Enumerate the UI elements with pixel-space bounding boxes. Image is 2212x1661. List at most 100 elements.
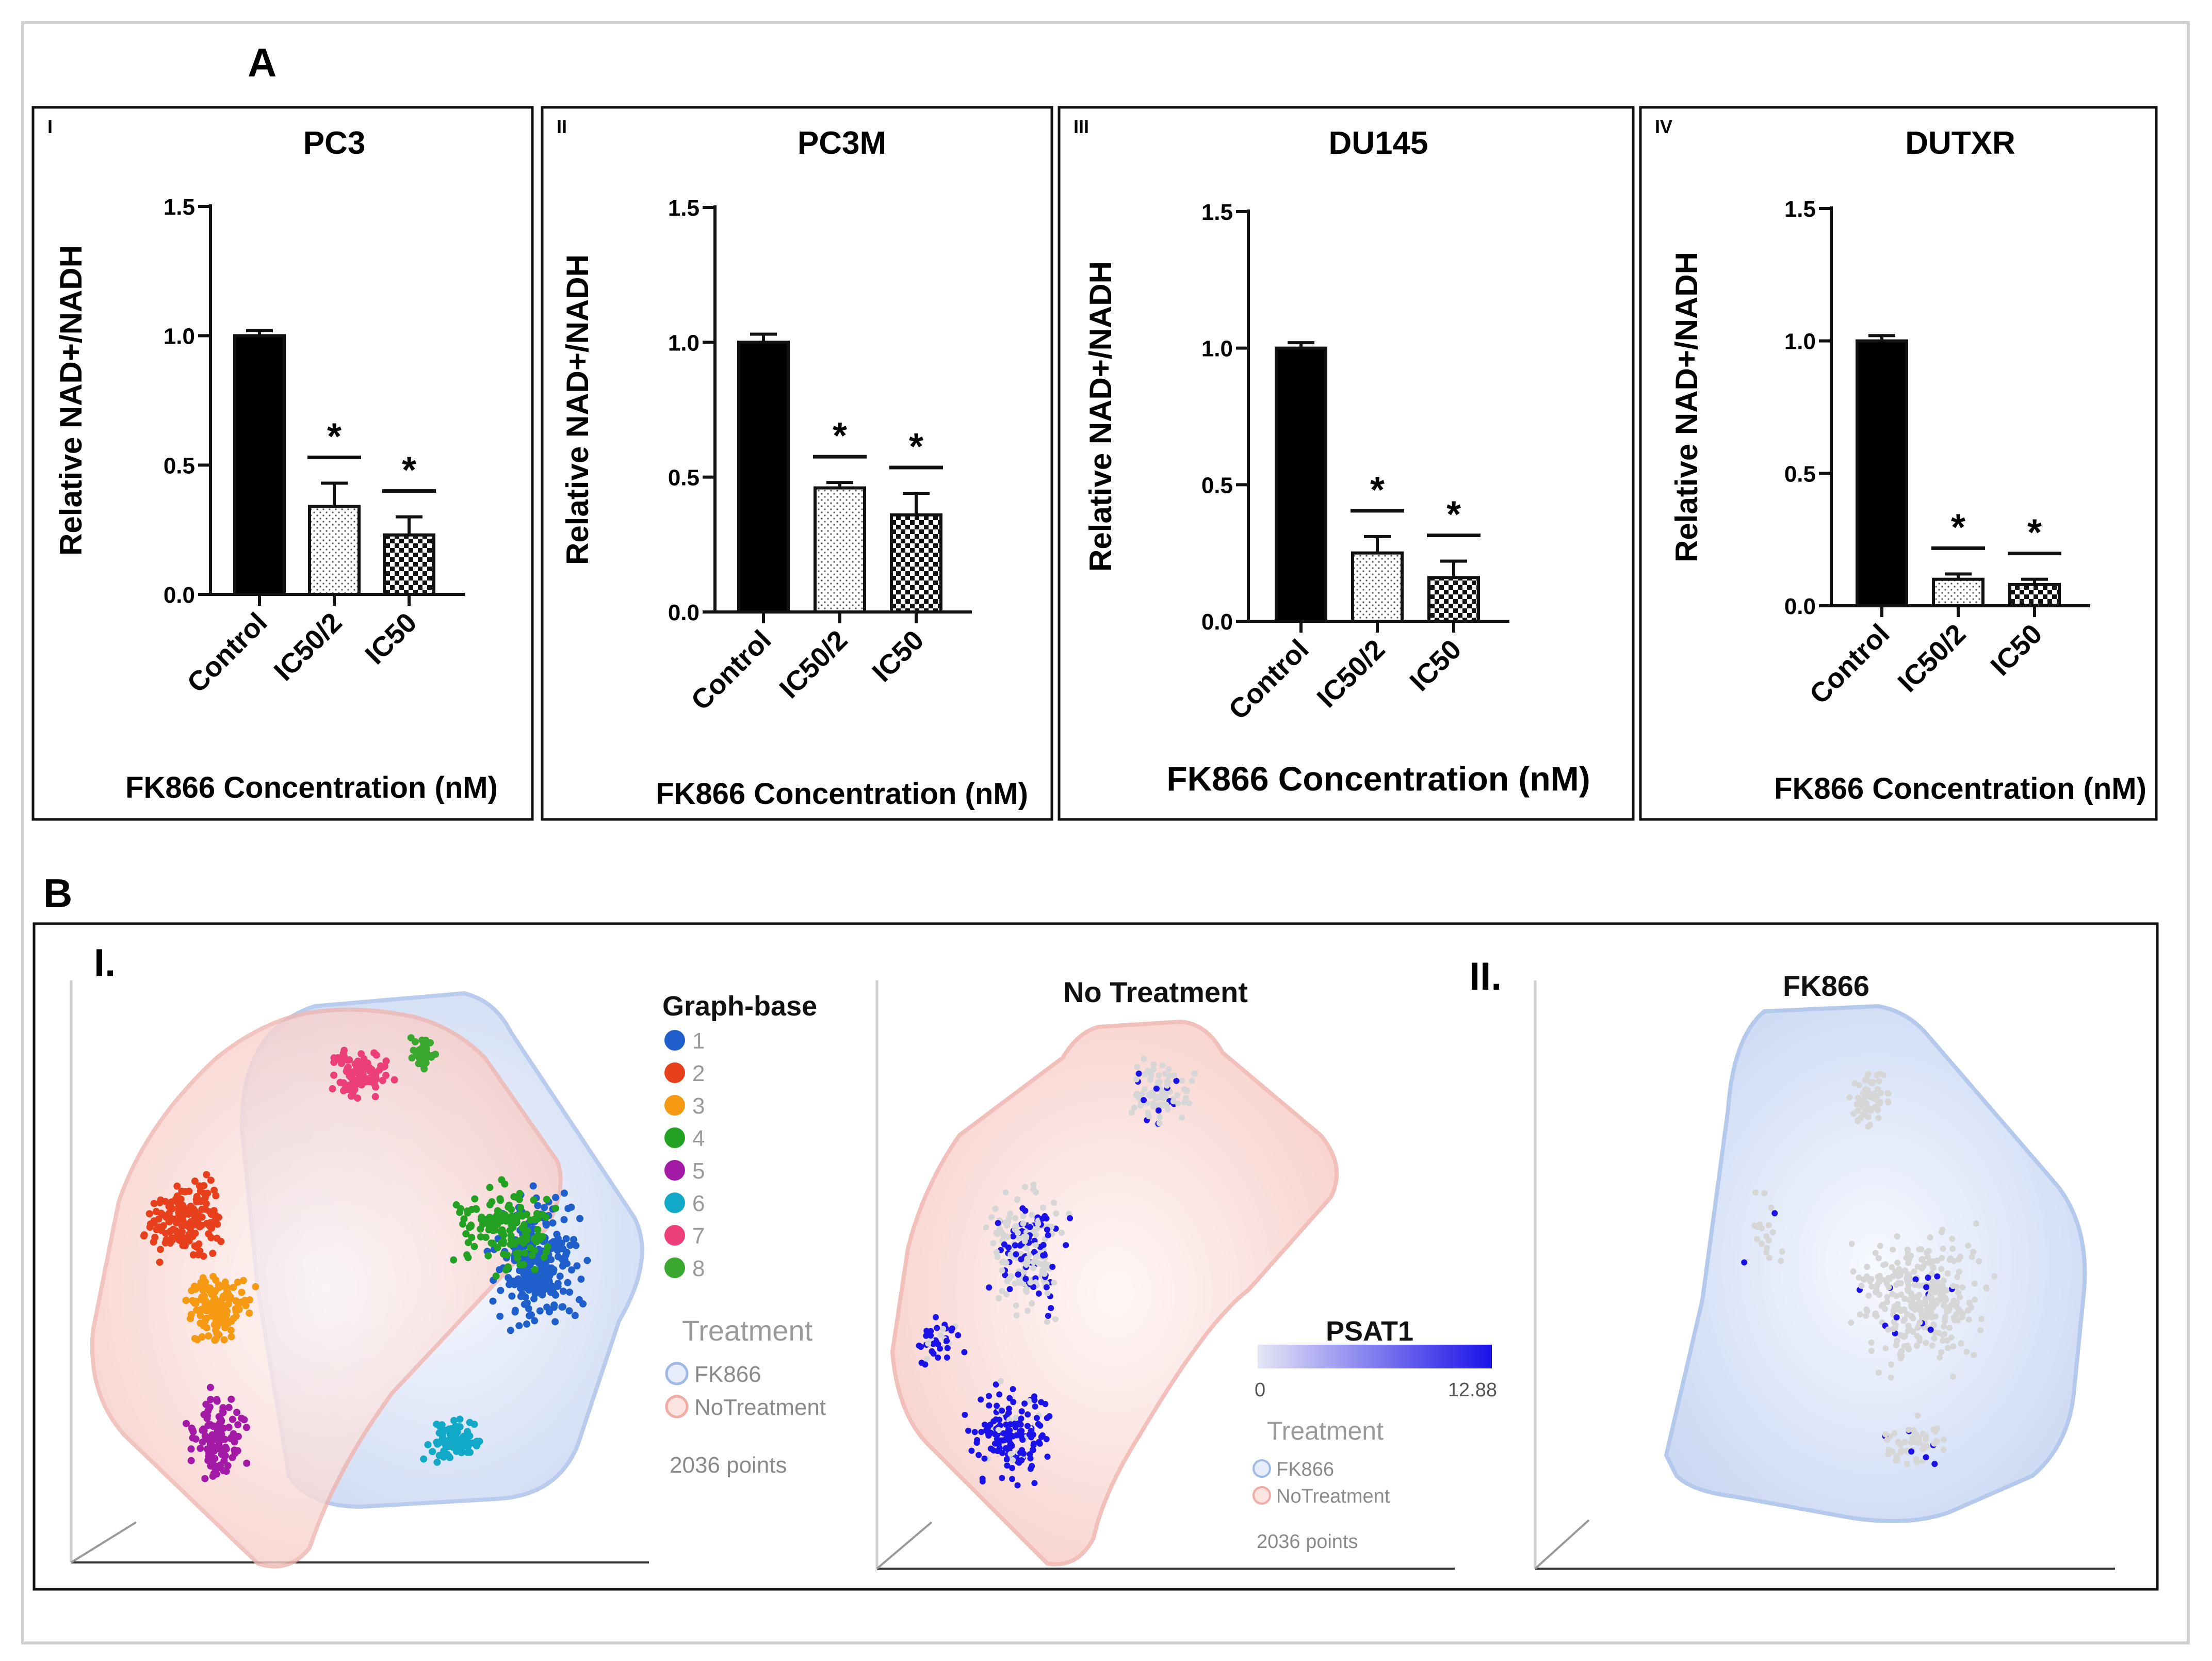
psat1-point bbox=[1862, 1086, 1869, 1092]
psat1-point bbox=[1970, 1351, 1977, 1358]
psat1-point bbox=[1946, 1325, 1953, 1331]
psat1-point bbox=[1013, 1302, 1019, 1309]
cluster-point bbox=[520, 1270, 528, 1278]
cluster-point bbox=[227, 1333, 235, 1341]
scatter-fk866-title: FK866 bbox=[1783, 970, 1869, 1002]
psat1-point bbox=[990, 1240, 997, 1247]
psat1-point bbox=[1884, 1294, 1891, 1300]
psat1-point bbox=[1037, 1422, 1044, 1429]
psat1-point bbox=[937, 1332, 944, 1339]
cluster-point bbox=[215, 1463, 223, 1471]
psat1-point bbox=[1910, 1315, 1916, 1321]
psat1-point bbox=[1012, 1424, 1019, 1431]
psat1-point bbox=[1029, 1212, 1035, 1218]
cluster-point bbox=[206, 1219, 214, 1227]
cluster-point bbox=[186, 1225, 194, 1233]
cluster-point bbox=[232, 1305, 239, 1313]
psat1-point bbox=[1928, 1289, 1934, 1296]
psat1-point bbox=[1049, 1264, 1056, 1270]
cluster-point bbox=[424, 1441, 432, 1448]
cluster-point bbox=[206, 1383, 214, 1391]
psat1-point bbox=[1014, 1196, 1021, 1203]
cluster-point bbox=[556, 1272, 564, 1280]
cluster-point bbox=[215, 1302, 223, 1310]
psat1-point bbox=[1914, 1325, 1921, 1331]
psat1-point bbox=[918, 1344, 924, 1350]
cluster-point bbox=[340, 1046, 348, 1054]
cluster-point bbox=[534, 1225, 542, 1233]
psat1-point bbox=[1928, 1284, 1934, 1291]
cluster-point bbox=[140, 1232, 148, 1240]
psat1-point bbox=[1943, 1287, 1949, 1294]
psat1-point bbox=[1880, 1262, 1887, 1268]
psat1-point bbox=[1953, 1303, 1960, 1310]
psat1-point bbox=[1935, 1297, 1942, 1303]
psat1-point bbox=[1032, 1242, 1039, 1249]
cluster-point bbox=[210, 1470, 218, 1477]
psat1-point bbox=[1023, 1233, 1030, 1240]
psat1-point bbox=[1752, 1189, 1759, 1196]
scatter1-axis-z bbox=[70, 1521, 137, 1563]
psat1-point bbox=[1851, 1079, 1858, 1086]
psat1-point bbox=[1153, 1085, 1160, 1092]
psat1-point bbox=[1938, 1266, 1945, 1272]
psat1-point bbox=[1883, 1280, 1890, 1286]
cluster-point bbox=[513, 1194, 521, 1201]
cluster-point bbox=[231, 1446, 238, 1454]
cluster-point bbox=[197, 1198, 204, 1205]
psat1-point bbox=[1901, 1267, 1908, 1274]
psat1-point bbox=[1040, 1204, 1047, 1211]
cluster-point bbox=[507, 1240, 514, 1248]
cluster-point bbox=[420, 1065, 428, 1073]
cluster-point bbox=[210, 1186, 218, 1194]
y-tick-label: 0.5 bbox=[668, 465, 700, 491]
cluster-point bbox=[579, 1300, 587, 1308]
cluster-point bbox=[522, 1280, 530, 1288]
psat1-point bbox=[1006, 1395, 1013, 1401]
cluster-point bbox=[531, 1284, 539, 1292]
psat1-point bbox=[1865, 1071, 1872, 1077]
cluster-point bbox=[576, 1215, 584, 1222]
y-axis-label: Relative NAD+/NADH bbox=[560, 254, 595, 565]
psat1-point bbox=[1916, 1282, 1923, 1289]
psat1-point bbox=[987, 1422, 994, 1428]
psat1-point bbox=[1067, 1215, 1074, 1221]
psat1-point bbox=[1876, 1078, 1882, 1085]
psat1-point bbox=[1898, 1447, 1905, 1454]
psat1-point bbox=[1889, 1264, 1895, 1271]
psat1-point bbox=[1940, 1245, 1946, 1252]
cluster-point bbox=[500, 1250, 508, 1258]
y-tick-label: 1.5 bbox=[164, 195, 195, 220]
cluster-point bbox=[204, 1189, 212, 1197]
psat1-point bbox=[1164, 1106, 1171, 1113]
cluster-point bbox=[460, 1215, 468, 1223]
psat1-point bbox=[1013, 1251, 1019, 1257]
cluster-point bbox=[499, 1239, 507, 1247]
cluster-legend-swatch bbox=[664, 1030, 685, 1051]
y-tick-label: 1.5 bbox=[1201, 200, 1233, 225]
psat1-point bbox=[1030, 1442, 1037, 1448]
psat1-point bbox=[1888, 1374, 1894, 1381]
cluster-point bbox=[487, 1239, 495, 1247]
cluster-point bbox=[506, 1277, 514, 1284]
psat1-point bbox=[1983, 1285, 1990, 1292]
cluster-point bbox=[217, 1238, 225, 1246]
cluster-point bbox=[540, 1272, 548, 1280]
psat1-point bbox=[1030, 1259, 1037, 1266]
psat1-point bbox=[1028, 1434, 1035, 1441]
cluster-point bbox=[530, 1196, 538, 1204]
cluster-point bbox=[438, 1421, 446, 1429]
psat1-point bbox=[1894, 1260, 1901, 1266]
cluster-point bbox=[560, 1287, 567, 1295]
psat1-point bbox=[997, 1378, 1004, 1384]
cluster-point bbox=[150, 1238, 157, 1246]
psat1-point bbox=[1857, 1311, 1863, 1318]
x-axis-label: FK866 Concentration (nM) bbox=[125, 771, 498, 804]
cluster-point bbox=[457, 1205, 464, 1213]
psat1-point bbox=[1891, 1430, 1898, 1437]
scatter2-axis-z bbox=[876, 1521, 933, 1570]
bar-1 bbox=[737, 341, 790, 614]
cluster-point bbox=[496, 1312, 504, 1320]
psat1-point bbox=[994, 1448, 1001, 1455]
chart-title: PC3M bbox=[798, 125, 886, 161]
